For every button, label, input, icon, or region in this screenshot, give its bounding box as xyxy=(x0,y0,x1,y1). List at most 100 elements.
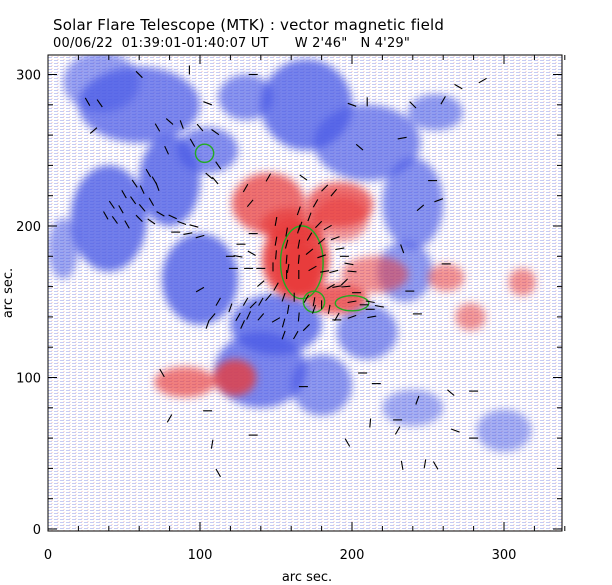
negative-region xyxy=(63,55,140,113)
field-vector xyxy=(215,468,221,478)
field-vector xyxy=(273,282,279,291)
field-vector xyxy=(108,200,115,209)
field-vector xyxy=(208,313,216,321)
field-vector xyxy=(215,297,221,306)
field-vector xyxy=(240,320,245,329)
y-axis: 0 100 200 300 xyxy=(16,69,562,538)
field-vector xyxy=(332,285,342,288)
field-vector xyxy=(317,237,326,245)
field-vector xyxy=(454,83,463,90)
negative-region xyxy=(218,74,273,120)
positive-region xyxy=(455,303,486,331)
positive-polarity-regions xyxy=(154,172,536,398)
negative-region xyxy=(177,127,239,173)
negative-region xyxy=(382,157,444,249)
field-vector xyxy=(335,247,345,251)
field-vector xyxy=(138,204,146,212)
field-contour xyxy=(302,290,326,314)
field-vector xyxy=(308,265,317,272)
positive-region xyxy=(428,263,465,292)
field-vector xyxy=(257,280,265,287)
field-contour xyxy=(334,294,370,312)
positive-region xyxy=(154,366,216,398)
field-vector xyxy=(327,304,331,314)
field-vector xyxy=(297,312,300,322)
field-vector xyxy=(347,270,357,273)
field-vector xyxy=(432,461,439,470)
field-vector xyxy=(365,300,375,304)
field-vector xyxy=(306,232,313,241)
field-vector xyxy=(147,218,156,225)
field-vector xyxy=(416,204,425,212)
x-tick-label: 0 xyxy=(44,548,52,563)
negative-region xyxy=(408,94,463,131)
field-vector xyxy=(84,97,91,106)
field-vector xyxy=(121,190,127,199)
field-vector xyxy=(347,314,357,319)
field-vector xyxy=(415,395,420,405)
page-title: Solar Flare Telescope (MTK) : vector mag… xyxy=(53,16,445,34)
field-vector xyxy=(242,183,249,193)
field-vector xyxy=(271,317,281,323)
field-vector xyxy=(235,312,241,322)
field-vector xyxy=(156,211,165,217)
field-vector xyxy=(131,179,138,188)
field-vector xyxy=(298,221,303,231)
y-tick-label: 100 xyxy=(16,372,41,387)
field-vector xyxy=(205,320,210,329)
field-vector xyxy=(258,297,264,306)
field-contours xyxy=(194,143,370,314)
field-vector xyxy=(275,250,277,260)
field-vector xyxy=(211,129,220,136)
field-vector xyxy=(315,220,323,229)
field-vector xyxy=(423,459,427,469)
field-vector xyxy=(303,294,310,303)
field-vector xyxy=(145,168,152,178)
field-vector xyxy=(478,77,487,84)
field-vector xyxy=(326,283,335,290)
field-vector xyxy=(285,227,288,237)
x-tick-label: 200 xyxy=(340,548,365,563)
negative-region xyxy=(48,218,79,280)
negative-region xyxy=(382,389,444,426)
field-vector xyxy=(164,145,169,155)
field-vector xyxy=(394,426,401,435)
field-vector xyxy=(154,123,161,132)
field-vector xyxy=(344,262,354,266)
field-vector xyxy=(374,304,384,308)
field-vector xyxy=(189,138,196,147)
negative-region xyxy=(336,304,398,360)
plot-frame xyxy=(47,54,563,532)
transverse-field-vectors xyxy=(84,65,487,478)
field-vector xyxy=(320,270,330,273)
y-tick-label: 200 xyxy=(16,220,41,235)
field-vector xyxy=(246,311,251,320)
field-vector xyxy=(139,185,145,194)
field-vector xyxy=(400,460,404,470)
field-vector xyxy=(312,199,319,208)
field-vector xyxy=(369,418,372,428)
positive-region xyxy=(213,359,257,396)
field-vector xyxy=(355,143,364,151)
field-vector xyxy=(305,248,314,256)
field-vector xyxy=(247,250,256,256)
negative-region xyxy=(162,233,238,325)
field-vector xyxy=(434,198,444,203)
field-vector xyxy=(211,176,219,185)
field-vector xyxy=(409,101,417,109)
y-axis-label: arc sec. xyxy=(1,268,16,318)
field-vector xyxy=(210,439,214,449)
field-vector xyxy=(165,118,174,125)
field-vector xyxy=(135,70,143,79)
field-vector xyxy=(249,301,257,309)
field-vector xyxy=(228,303,233,313)
x-axis-label: arc sec. xyxy=(282,570,332,585)
field-vector xyxy=(196,123,204,132)
field-vector xyxy=(274,216,278,226)
field-vector xyxy=(297,254,300,264)
field-vector xyxy=(205,172,213,180)
field-vector xyxy=(329,269,339,274)
field-vector xyxy=(195,234,205,239)
negative-region xyxy=(70,165,147,272)
field-vector xyxy=(330,188,338,197)
